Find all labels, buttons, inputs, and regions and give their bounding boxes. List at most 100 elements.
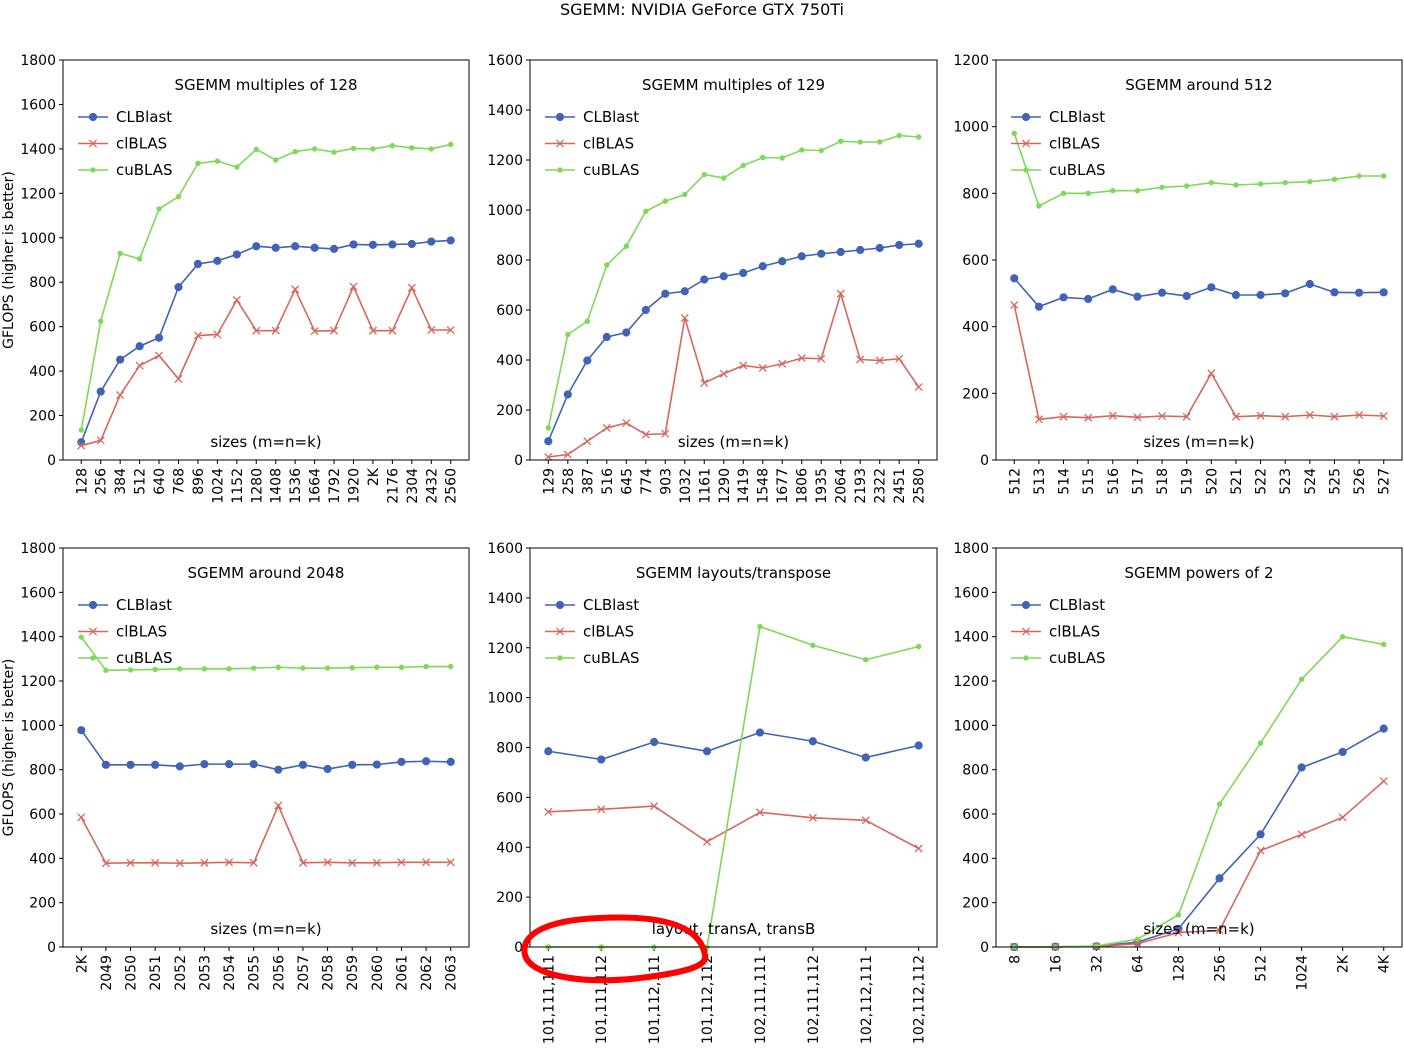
series-cublas xyxy=(545,132,922,431)
y-tick-label: 1400 xyxy=(487,103,523,119)
data-point-clblast xyxy=(739,268,748,278)
data-point-cublas xyxy=(374,664,380,670)
y-tick-label: 0 xyxy=(980,453,989,469)
data-point-clblast xyxy=(1379,288,1388,297)
x-tick-label: 1536 xyxy=(288,468,304,504)
x-tick-label: 526 xyxy=(1352,468,1368,495)
data-point-cublas xyxy=(1307,178,1313,185)
x-tick-label: 903 xyxy=(658,468,674,495)
y-tick-label: 1600 xyxy=(20,97,56,113)
data-point-clblast xyxy=(544,747,553,756)
panel-title: SGEMM powers of 2 xyxy=(1125,564,1274,582)
x-tick-label: 2059 xyxy=(345,955,361,991)
y-tick-label: 1800 xyxy=(20,53,56,69)
y-tick-label: 1000 xyxy=(953,120,989,136)
data-point-clblas xyxy=(1281,412,1290,421)
y-tick-label: 1400 xyxy=(20,630,56,646)
data-point-cublas xyxy=(389,142,396,149)
data-point-clblast xyxy=(213,256,222,265)
y-tick-label: 1000 xyxy=(953,718,989,734)
legend-label: cuBLAS xyxy=(116,649,173,667)
data-point-clblas xyxy=(175,859,184,868)
legend-marker xyxy=(90,655,96,661)
data-point-clblast xyxy=(914,741,923,750)
data-point-clblas xyxy=(252,326,261,335)
data-point-cublas xyxy=(1331,176,1338,183)
x-tick-label: 2052 xyxy=(173,955,189,991)
data-point-clblas xyxy=(1231,412,1241,421)
data-point-cublas xyxy=(1175,912,1182,918)
data-point-clblast xyxy=(700,275,709,284)
data-point-cublas xyxy=(565,331,571,338)
data-point-cublas xyxy=(1208,179,1215,186)
series-line-clblast xyxy=(80,729,451,771)
x-tick-label: 101,111,112 xyxy=(594,955,610,1044)
legend-entry-clblast: CLBlast xyxy=(545,596,639,614)
data-point-clblast xyxy=(1059,293,1068,302)
data-point-clblas xyxy=(758,363,767,373)
y-tick-label: 1200 xyxy=(487,153,523,169)
series-line-clblas xyxy=(1013,304,1384,421)
data-point-clblast xyxy=(397,757,406,767)
legend-entry-clblast: CLBlast xyxy=(1011,596,1105,614)
series-clblas xyxy=(77,282,455,450)
data-point-cublas xyxy=(643,208,649,214)
x-tick-label: 2063 xyxy=(444,955,460,991)
data-point-clblas xyxy=(1215,926,1224,935)
x-tick-label: 2K xyxy=(366,467,382,486)
x-tick-label: 1024 xyxy=(210,468,226,504)
legend-marker xyxy=(557,167,563,173)
y-tick-label: 600 xyxy=(962,253,989,269)
data-point-clblas xyxy=(914,382,923,392)
series-line-cublas xyxy=(547,134,919,429)
data-point-cublas xyxy=(1216,801,1223,807)
data-point-cublas xyxy=(1233,182,1239,188)
legend-entry-clblast: CLBlast xyxy=(78,108,172,126)
data-point-cublas xyxy=(1298,676,1305,682)
data-point-cublas xyxy=(311,146,318,152)
data-point-clblast xyxy=(271,243,280,252)
series-line-clblas xyxy=(80,803,451,865)
data-point-clblast xyxy=(1281,289,1290,298)
panel-title: SGEMM multiples of 129 xyxy=(642,76,825,94)
data-point-clblast xyxy=(856,245,865,255)
data-point-clblas xyxy=(193,331,203,340)
data-point-cublas xyxy=(448,663,454,670)
y-tick-label: 200 xyxy=(962,896,989,912)
y-tick-label: 1600 xyxy=(20,585,56,601)
data-point-clblast xyxy=(298,760,308,769)
y-tick-label: 1000 xyxy=(487,691,523,707)
data-point-clblast xyxy=(1338,747,1347,757)
data-point-cublas xyxy=(117,250,123,257)
data-point-cublas xyxy=(349,665,355,671)
x-tick-label: 525 xyxy=(1327,468,1343,495)
data-point-cublas xyxy=(757,623,763,630)
y-tick-label: 600 xyxy=(29,807,56,823)
y-tick-label: 1400 xyxy=(487,591,523,607)
x-tick-label: 514 xyxy=(1057,468,1073,495)
data-point-clblast xyxy=(101,760,111,769)
data-point-clblast xyxy=(349,240,358,249)
data-point-clblas xyxy=(1034,415,1043,424)
data-point-clblast xyxy=(1330,288,1339,297)
data-point-clblast xyxy=(1133,292,1142,301)
legend-marker xyxy=(1021,139,1031,148)
data-point-cublas xyxy=(331,149,337,155)
legend-label: cuBLAS xyxy=(583,161,640,179)
data-point-clblast xyxy=(1297,763,1306,772)
legend-label: clBLAS xyxy=(1049,623,1100,641)
y-tick-label: 800 xyxy=(496,741,523,757)
data-point-clblast xyxy=(1157,288,1167,297)
series-clblast xyxy=(1010,274,1388,311)
data-point-clblas xyxy=(329,326,339,335)
data-point-clblast xyxy=(622,328,631,337)
x-tick-label: 2176 xyxy=(385,468,401,504)
series-line-clblast xyxy=(1014,727,1385,948)
data-point-cublas xyxy=(423,663,429,670)
data-point-clblas xyxy=(602,423,611,433)
legend-entry-cublas: cuBLAS xyxy=(1011,649,1106,667)
y-tick-label: 200 xyxy=(962,386,989,402)
legend-entry-clblas: clBLAS xyxy=(78,623,167,641)
legend-marker xyxy=(555,139,565,148)
x-tick-label: 2322 xyxy=(873,468,889,504)
